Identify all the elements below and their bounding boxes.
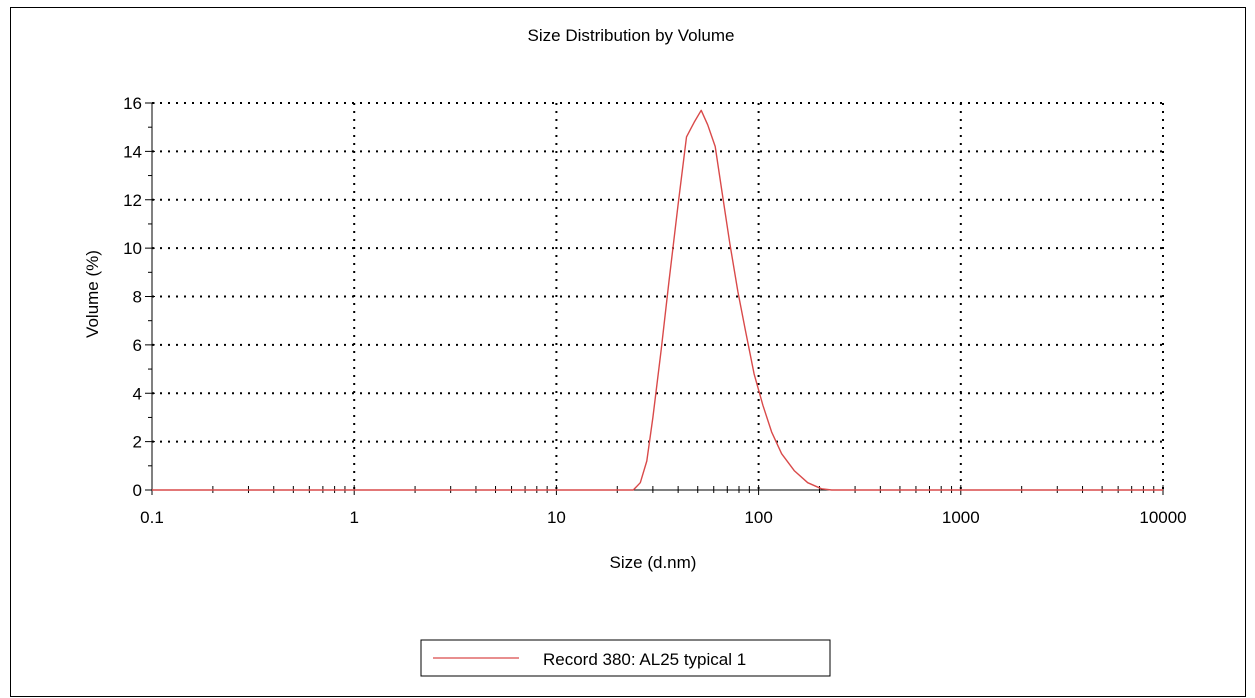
minor-ticks <box>148 126 1155 493</box>
chart-title: Size Distribution by Volume <box>528 26 735 45</box>
x-axis-label: Size (d.nm) <box>610 553 697 572</box>
y-tick-label: 2 <box>133 433 142 452</box>
x-tick-label: 1 <box>349 508 358 527</box>
legend: Record 380: AL25 typical 1 <box>420 639 831 677</box>
legend-label: Record 380: AL25 typical 1 <box>543 650 746 669</box>
x-tick-label: 0.1 <box>140 508 164 527</box>
x-tick-label: 100 <box>744 508 772 527</box>
x-tick-label: 10000 <box>1139 508 1186 527</box>
y-tick-label: 10 <box>123 239 142 258</box>
series-line <box>152 109 1163 491</box>
size-distribution-chart: Size Distribution by Volume 0 2 4 6 8 10 12 14 1… <box>83 26 1187 677</box>
y-tick-label: 4 <box>133 384 142 403</box>
tick-labels: 0 2 4 6 8 10 12 14 16 0.1 1 10 100 1000 10000 <box>123 94 1187 527</box>
y-tick-label: 12 <box>123 191 142 210</box>
axes <box>145 102 1164 495</box>
y-tick-label: 8 <box>133 288 142 307</box>
chart-frame: Size Distribution by Volume 0 2 4 6 8 10 12 14 1… <box>10 7 1246 697</box>
plot-series <box>152 109 1163 491</box>
x-tick-label: 10 <box>547 508 566 527</box>
y-axis-label: Volume (%) <box>83 250 102 338</box>
y-tick-label: 0 <box>133 481 142 500</box>
x-tick-label: 1000 <box>942 508 980 527</box>
y-tick-label: 6 <box>133 336 142 355</box>
grid-lines <box>152 102 1164 490</box>
y-tick-label: 14 <box>123 142 142 161</box>
y-tick-label: 16 <box>123 94 142 113</box>
